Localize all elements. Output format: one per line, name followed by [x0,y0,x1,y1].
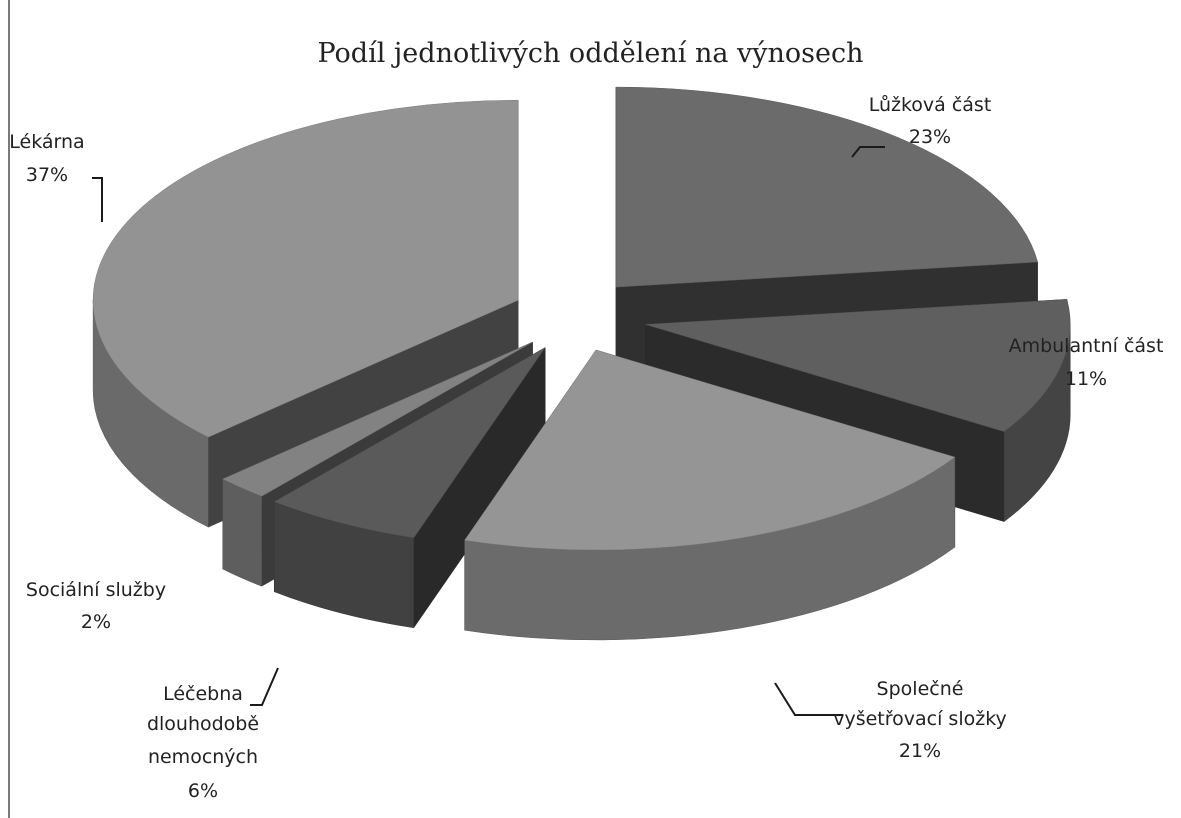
slice-percent-label: 6% [188,780,218,802]
pie-slice-spolecne-vysetrovaci-slozky [464,349,956,641]
slice-label-ambulantni-cast: Ambulantní část 11% [1009,335,1164,390]
slice-name-label: Ambulantní část [1009,335,1164,357]
slice-name-label: vyšetřovací složky [833,708,1007,730]
pie-slice-lecebna-dlouhodobe-nemocnych [273,346,546,629]
slice-name-label: Léčebna [163,683,243,705]
pie-slice-ambulantni-cast [645,299,1071,523]
slice-name-label: dlouhodobě [147,713,259,735]
slice-label-socialni-sluzby: Sociální služby 2% [26,579,166,633]
slice-label-spolecne-vysetrovaci-slozky: Společné vyšetřovací složky 21% [774,678,1007,762]
slice-percent-label: 2% [81,611,111,633]
frame-line [8,0,10,818]
slice-percent-label: 37% [26,164,68,186]
slice-percent-label: 21% [899,740,941,762]
leader-line [774,682,843,716]
slice-name-label: Lůžková část [869,94,992,116]
slice-name-label: Sociální služby [26,579,166,601]
slice-name-label: Společné [877,678,964,700]
leader-line [851,146,885,158]
slice-label-lecebna-dlouhodobe-nemocnych: Léčebna dlouhodobě nemocných 6% [147,667,279,802]
slice-percent-label: 11% [1065,368,1107,390]
slice-percent-label: 23% [909,126,951,148]
slice-label-lekarna: Lékárna 37% [9,131,103,222]
leader-line [250,667,279,706]
slice-label-luzkova-cast: Lůžková část 23% [851,94,992,158]
chart-title: Podíl jednotlivých oddělení na výnosech [317,38,864,69]
slice-name-label: Lékárna [9,131,84,153]
leader-line [92,177,103,222]
slice-name-label: nemocných [148,746,258,768]
